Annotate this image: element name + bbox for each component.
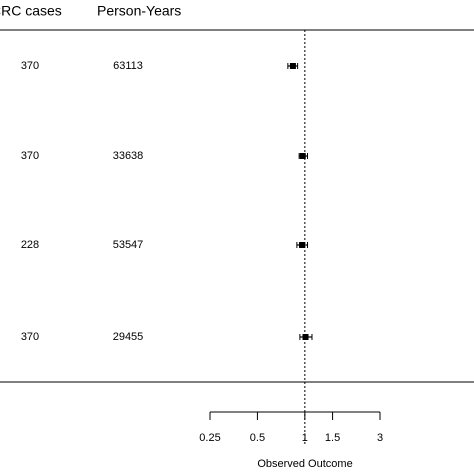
x-tick-label: 0.5 [250,432,265,444]
point-estimate [302,334,309,340]
point-estimate [289,63,296,69]
x-tick-label: 3 [377,432,383,444]
column-header: Person-Years [97,3,181,19]
table-cell: 370 [21,331,39,343]
x-tick-label: 1.5 [325,432,340,444]
table-cell: 370 [21,150,39,162]
point-estimate [299,242,306,248]
x-tick-label: 0.25 [199,432,220,444]
table-cell: 33638 [113,150,144,162]
column-header: CRC cases [0,3,62,19]
table-cell: 29455 [113,331,144,343]
table-cell: 228 [21,239,39,251]
x-tick-label: 1 [302,432,308,444]
table-cell: 63113 [113,60,143,72]
point-estimate [299,153,306,159]
x-axis-label: Observed Outcome [257,458,352,470]
table-cell: 53547 [113,239,144,251]
table-cell: 370 [21,60,39,72]
